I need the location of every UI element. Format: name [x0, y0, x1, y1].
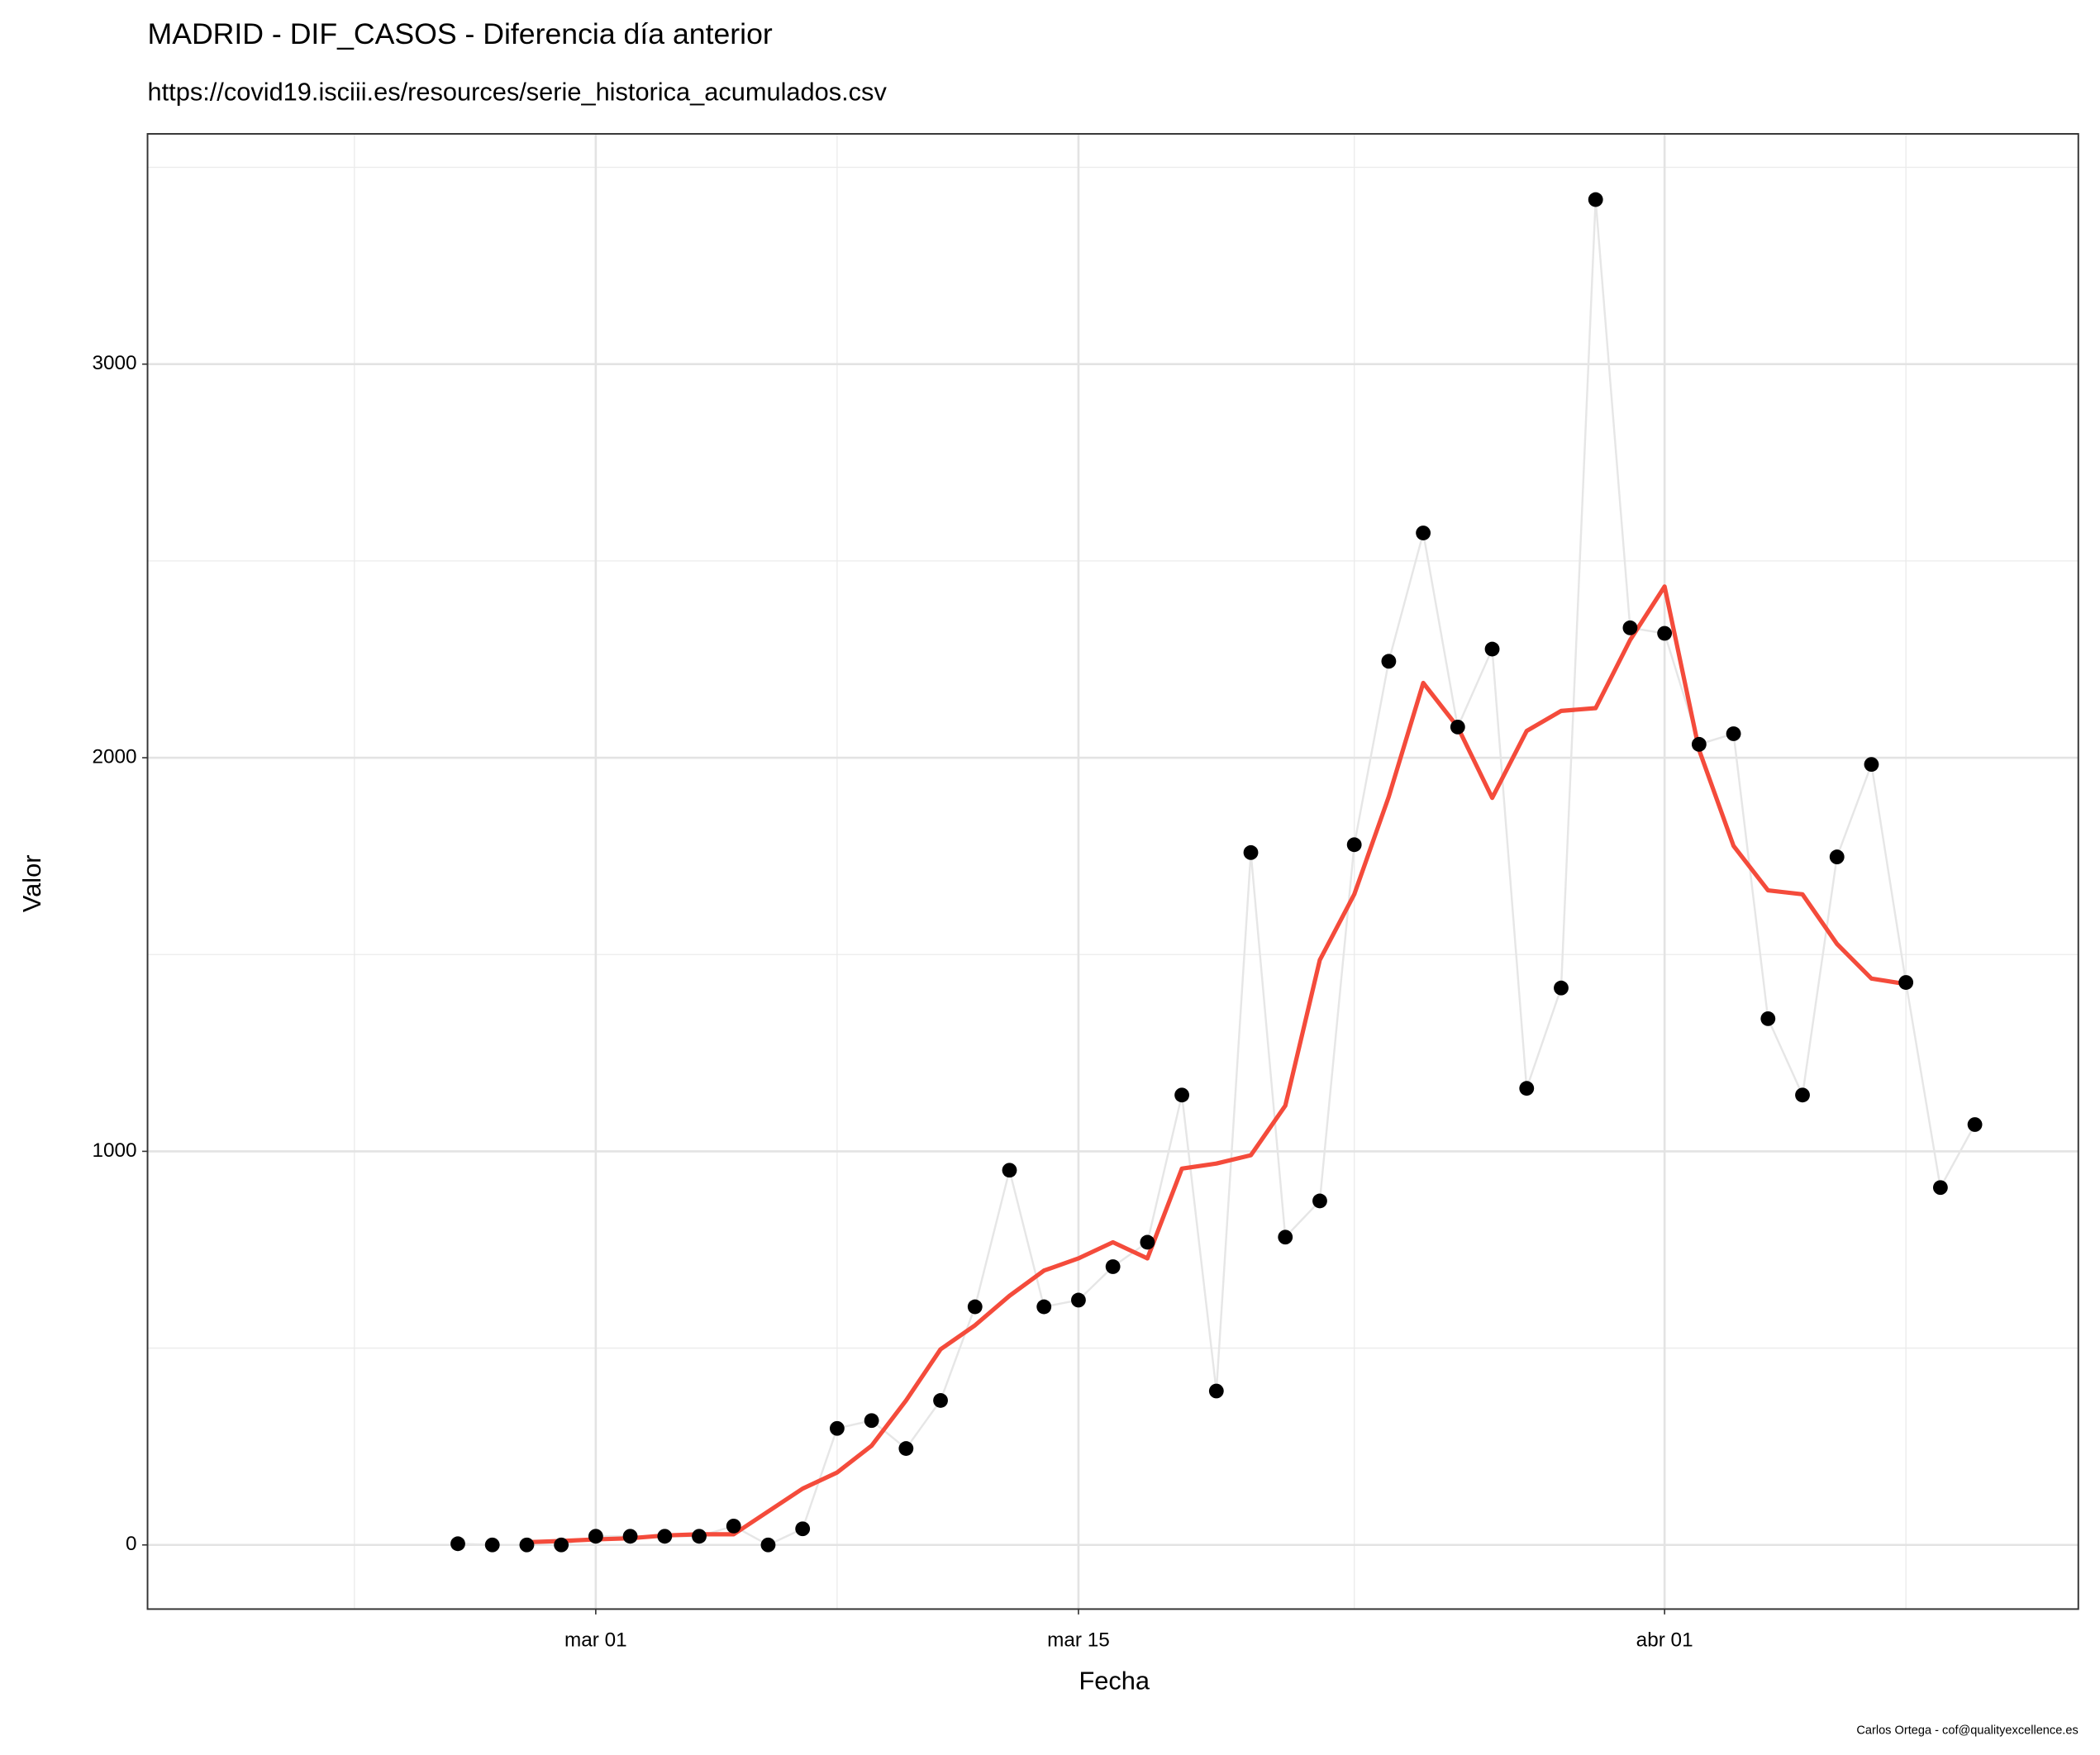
point	[967, 1299, 983, 1315]
point	[1278, 1229, 1293, 1245]
point	[1105, 1259, 1121, 1274]
point	[450, 1536, 465, 1552]
point	[1140, 1234, 1155, 1250]
point	[1726, 726, 1741, 741]
chart-title: MADRID - DIF_CASOS - Diferencia día ante…	[148, 17, 773, 50]
point	[657, 1529, 673, 1544]
y-axis-label: Valor	[17, 855, 46, 913]
point	[864, 1413, 879, 1429]
point	[588, 1529, 603, 1544]
point	[1795, 1087, 1810, 1103]
point	[692, 1529, 707, 1544]
caption: Carlos Ortega - cof@qualityexcellence.es	[1856, 1724, 2078, 1738]
point	[1554, 980, 1569, 996]
chart-subtitle: https://covid19.isciii.es/resources/seri…	[148, 78, 888, 107]
point	[1519, 1081, 1535, 1096]
x-tick-label: mar 15	[1047, 1629, 1110, 1652]
point	[1208, 1383, 1224, 1399]
point	[829, 1420, 845, 1436]
x-tick-label: mar 01	[564, 1629, 627, 1652]
point	[1864, 757, 1879, 773]
point	[726, 1518, 741, 1534]
point	[1312, 1193, 1327, 1209]
point	[1588, 192, 1603, 207]
point	[484, 1537, 500, 1553]
point	[1416, 526, 1431, 540]
x-tick-label: abr 01	[1636, 1629, 1693, 1652]
point	[1657, 625, 1673, 641]
y-tick-label: 1000	[93, 1139, 137, 1162]
point	[1484, 641, 1500, 657]
point	[1829, 849, 1845, 864]
point	[1691, 736, 1707, 752]
point	[933, 1393, 948, 1408]
point	[1174, 1087, 1189, 1103]
point	[1036, 1299, 1052, 1315]
point	[554, 1537, 569, 1553]
point	[795, 1521, 811, 1537]
point	[622, 1529, 638, 1544]
point	[1381, 654, 1397, 669]
data-line	[457, 198, 1976, 1546]
point	[1071, 1292, 1086, 1308]
point	[519, 1537, 535, 1553]
point	[1932, 1180, 1948, 1196]
point	[1760, 1011, 1776, 1026]
y-tick-label: 0	[126, 1533, 137, 1555]
point	[1002, 1163, 1017, 1178]
trend-line	[526, 584, 1907, 1545]
y-tick-label: 2000	[93, 745, 137, 768]
plot-border	[146, 133, 2079, 1610]
x-axis-label: Fecha	[1079, 1667, 1150, 1696]
point	[898, 1441, 914, 1456]
point	[1450, 719, 1465, 735]
point	[760, 1537, 776, 1553]
point	[1346, 837, 1362, 853]
point	[1967, 1117, 1983, 1132]
y-tick-label: 3000	[93, 352, 137, 374]
point	[1243, 844, 1259, 860]
point	[1622, 620, 1638, 635]
point	[1898, 975, 1914, 990]
